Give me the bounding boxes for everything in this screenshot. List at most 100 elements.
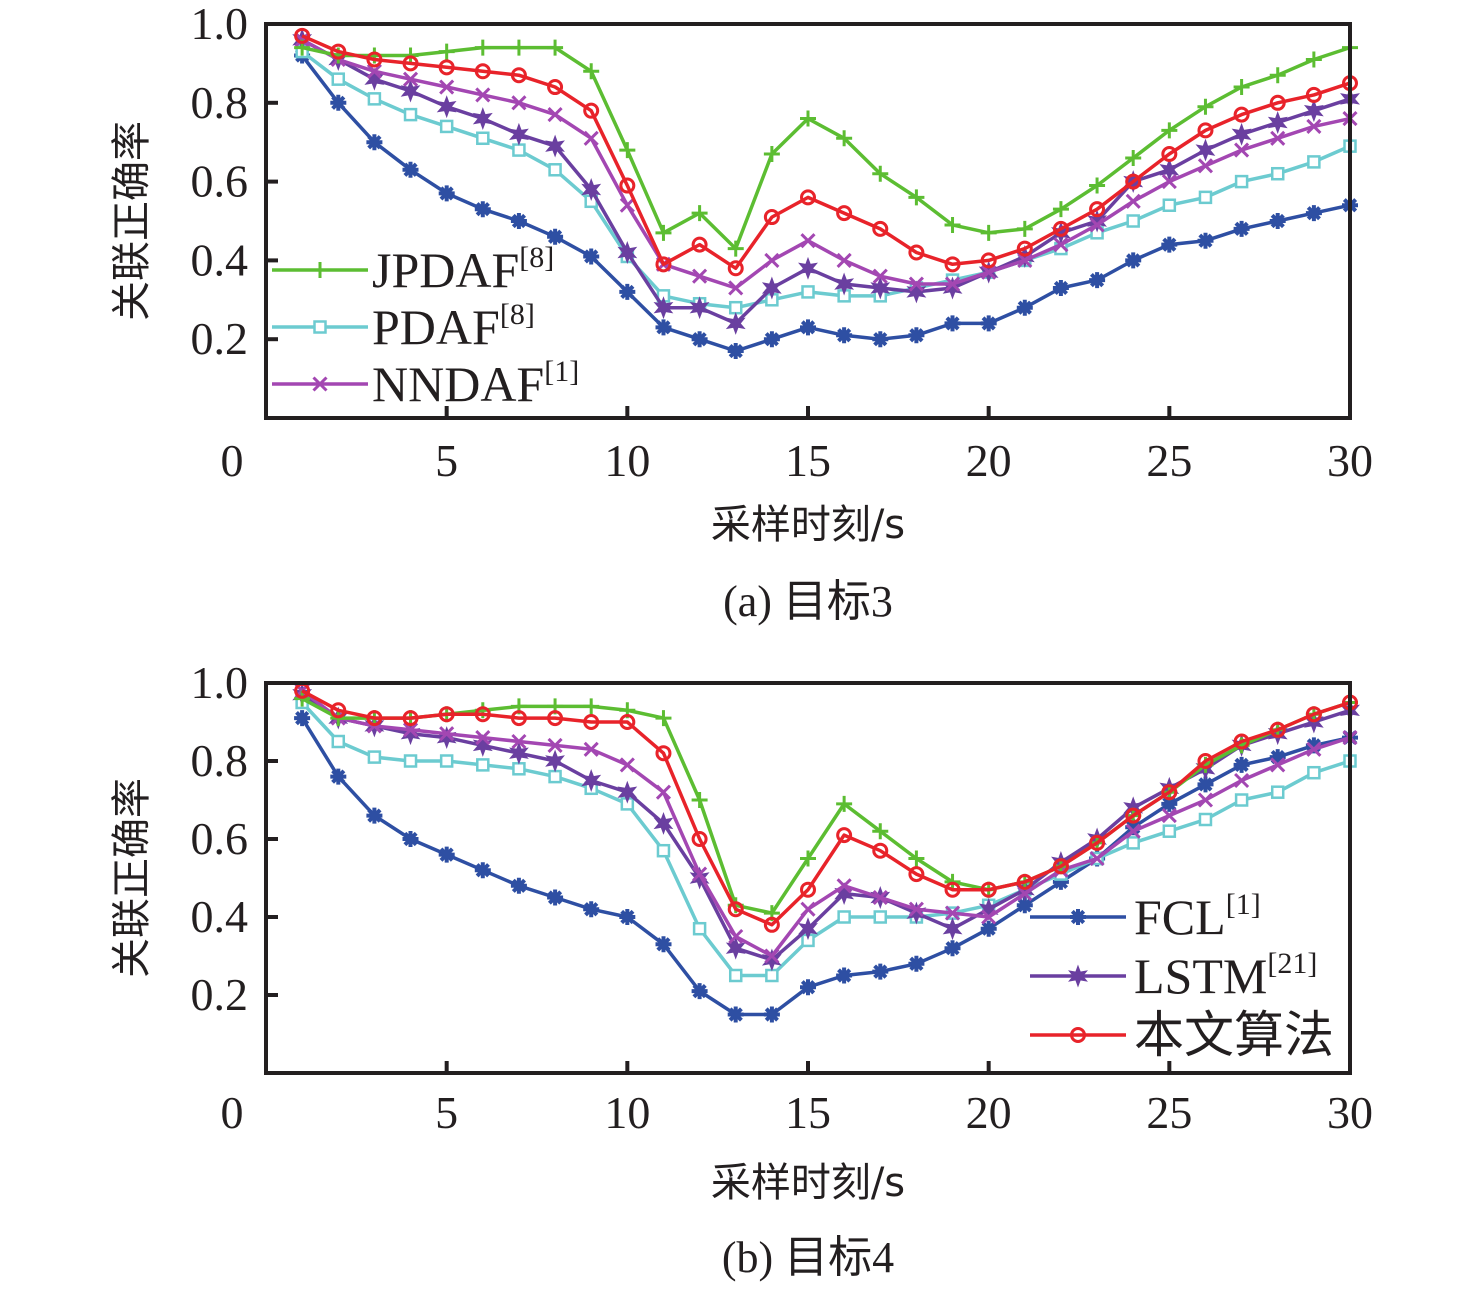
data-point-marker <box>1125 823 1141 839</box>
data-point-marker <box>908 866 925 883</box>
ticks-a: 0.2 0.4 0.6 0.8 1.0 0 5 10 15 20 25 30 <box>191 0 1374 486</box>
data-point-marker <box>512 143 526 157</box>
data-point-marker <box>800 901 816 917</box>
data-point-marker <box>510 710 527 727</box>
legend-label: 本文算法 <box>1134 1007 1334 1063</box>
data-point-marker <box>1305 51 1322 68</box>
data-point-marker-core <box>694 334 705 345</box>
data-point-marker <box>1162 824 1177 838</box>
data-point-marker <box>1161 174 1177 190</box>
data-point-marker <box>402 710 419 727</box>
data-point-marker <box>510 39 527 56</box>
data-point-marker <box>873 910 888 924</box>
data-point-marker <box>978 897 999 921</box>
data-point-marker <box>476 758 490 772</box>
data-point-marker <box>366 710 383 727</box>
data-point-marker <box>583 698 600 715</box>
data-point-marker-core <box>1019 302 1030 313</box>
data-point-marker <box>1161 146 1178 163</box>
data-point-marker <box>763 916 780 933</box>
data-point-marker-core <box>297 713 308 724</box>
y-tick-label: 0.4 <box>191 234 249 285</box>
data-point-marker-core <box>586 251 597 262</box>
data-point-marker <box>439 726 455 742</box>
data-point-marker-core <box>766 334 777 345</box>
data-point-marker <box>1197 158 1214 174</box>
x-tick-label: 20 <box>966 435 1012 486</box>
data-point-marker <box>331 734 346 749</box>
data-point-marker <box>1089 834 1106 851</box>
data-point-marker <box>619 197 635 213</box>
data-point-marker-core <box>983 923 994 934</box>
data-point-marker <box>1269 67 1286 84</box>
data-point-marker <box>1017 886 1033 902</box>
data-point-marker <box>1125 149 1142 166</box>
data-point-marker <box>800 233 816 249</box>
data-point-marker <box>438 43 455 60</box>
data-point-marker <box>944 881 961 898</box>
data-point-marker <box>1307 155 1321 169</box>
data-point-marker-core <box>803 322 813 333</box>
series-square <box>295 44 1357 315</box>
series-line <box>301 689 1351 958</box>
data-point-marker-core <box>1092 275 1103 286</box>
data-point-marker-core <box>622 912 633 922</box>
data-point-marker <box>545 134 565 158</box>
data-point-marker <box>691 205 708 222</box>
chart-panel-b: 0.2 0.4 0.6 0.8 1.0 0 5 10 15 20 25 30 FCL[1]LSTM[2… <box>109 657 1373 1282</box>
data-point-marker <box>728 280 744 296</box>
data-point-marker <box>1161 784 1178 801</box>
series-line <box>301 45 1351 251</box>
data-point-marker <box>872 823 889 840</box>
data-point-marker-core <box>1128 255 1139 266</box>
data-point-marker-core <box>477 865 488 876</box>
data-point-marker <box>837 910 851 924</box>
data-point-marker <box>942 917 963 941</box>
data-point-marker-core <box>1164 798 1175 809</box>
data-point-marker <box>402 71 419 87</box>
data-point-marker <box>727 260 744 277</box>
legend-marker-core <box>1073 912 1083 922</box>
y-tick-label: 0.2 <box>191 313 249 364</box>
data-point-marker <box>728 928 744 945</box>
data-point-marker <box>1305 86 1322 103</box>
data-point-marker <box>798 256 818 280</box>
x-tick-label: 25 <box>1146 1087 1192 1138</box>
data-point-marker-core <box>658 939 669 950</box>
data-point-marker <box>1270 166 1285 181</box>
data-point-marker <box>764 252 780 268</box>
legend-entry: NNDAF[1] <box>272 355 579 412</box>
data-point-marker <box>1053 237 1069 253</box>
legend-marker <box>312 376 328 392</box>
data-point-marker-core <box>1236 223 1247 234</box>
data-point-marker-core <box>839 970 850 981</box>
y-axis-title-b: 关联正确率 <box>109 778 155 978</box>
data-point-marker <box>944 256 961 273</box>
data-point-marker-core <box>803 982 813 993</box>
data-point-marker <box>655 784 672 800</box>
y-tick-label: 0.2 <box>191 969 249 1020</box>
data-point-marker <box>836 878 852 894</box>
data-point-marker-core <box>622 286 633 297</box>
x-axis-title-b: 采样时刻/s <box>711 1160 905 1206</box>
data-point-marker-core <box>586 904 597 915</box>
data-point-marker <box>980 224 997 241</box>
data-point-marker-core <box>911 958 922 969</box>
data-point-marker <box>1052 201 1069 218</box>
data-point-marker-core <box>1308 208 1319 219</box>
data-point-marker <box>548 769 562 784</box>
series-star <box>292 28 1360 335</box>
data-point-marker <box>836 252 852 268</box>
data-point-marker <box>330 43 347 60</box>
data-point-marker <box>764 948 780 964</box>
legend-label: PDAF[8] <box>372 298 535 355</box>
data-point-marker <box>800 110 816 127</box>
data-point-marker <box>547 39 564 56</box>
ticks-b: 0.2 0.4 0.6 0.8 1.0 0 5 10 15 20 25 30 <box>191 657 1374 1138</box>
data-point-marker <box>475 87 491 103</box>
data-point-marker <box>509 741 529 765</box>
data-point-marker <box>583 63 600 80</box>
data-point-marker <box>581 178 602 201</box>
data-point-marker-core <box>1200 235 1211 246</box>
data-point-marker <box>330 702 347 719</box>
